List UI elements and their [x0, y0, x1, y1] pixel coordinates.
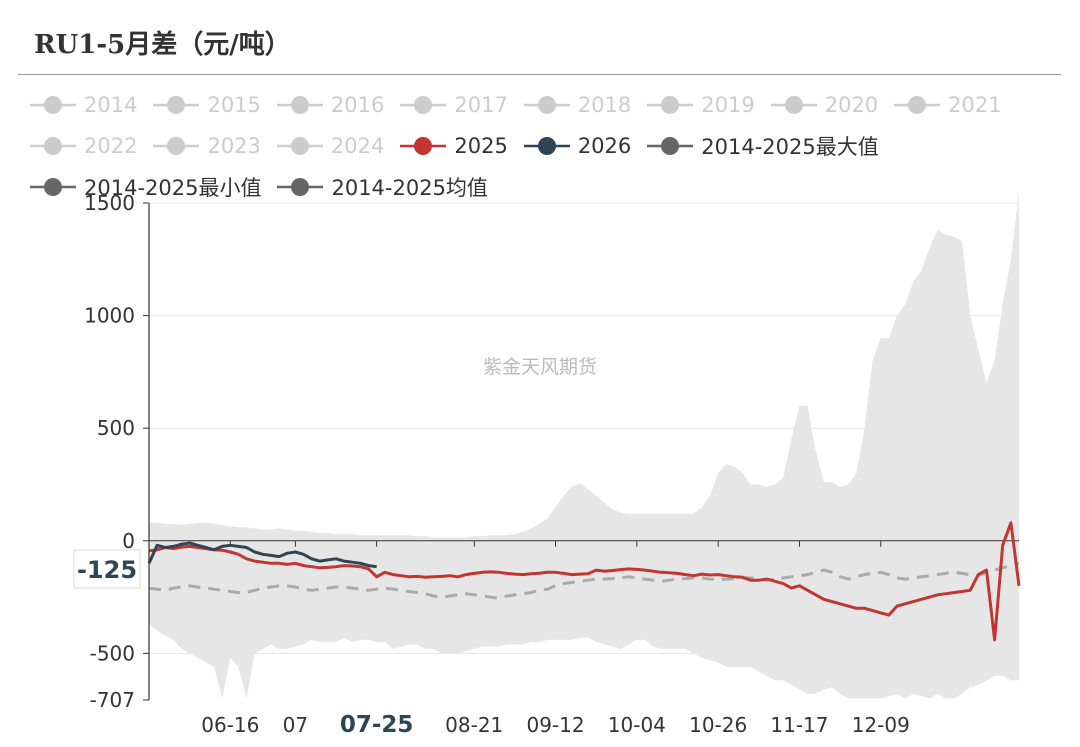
- legend-item-2020[interactable]: 2020: [769, 93, 878, 117]
- legend-label: 2016: [330, 92, 385, 117]
- legend-item-2025[interactable]: 2025: [398, 133, 508, 158]
- legend-item-2015[interactable]: 2015: [151, 92, 261, 117]
- legend-marker-icon: [523, 95, 570, 114]
- title-divider: [18, 74, 1061, 75]
- legend-item-2014[interactable]: 2014: [28, 93, 137, 117]
- legend-marker-icon: [647, 136, 694, 155]
- legend-marker-icon: [894, 95, 941, 114]
- legend-label: 2018: [577, 92, 632, 117]
- legend-item-2023[interactable]: 2023: [151, 133, 261, 158]
- legend-item-2026[interactable]: 2026: [522, 134, 631, 158]
- x-tick-label: 11-17: [770, 713, 828, 737]
- legend-marker-icon: [770, 95, 817, 114]
- watermark: 紫金天风期货: [483, 356, 597, 378]
- x-tick-label: 10-26: [689, 713, 747, 737]
- x-tick-label: 07: [283, 713, 308, 737]
- x-tick-label: 10-04: [608, 713, 666, 737]
- legend-label: 2015: [207, 92, 261, 117]
- legend-row: 2022 2023 2024 2025 2026 2014-2025最大值: [28, 125, 1068, 166]
- legend-label: 2026: [577, 133, 632, 158]
- legend-label: 2017: [454, 92, 508, 117]
- x-tick-label: 09-12: [526, 713, 584, 737]
- legend-marker-icon: [523, 136, 570, 155]
- y-tick-label: 1500: [84, 191, 135, 215]
- y-tick-label: -500: [90, 641, 135, 665]
- legend: 2014 2015 2016 2017 2018 2019 2020 2021 2022 202…: [28, 84, 1068, 207]
- legend-item-2016[interactable]: 2016: [275, 93, 384, 117]
- legend-label: 2014-2025最小值: [84, 175, 262, 200]
- legend-marker-icon: [30, 95, 76, 114]
- pointer-label-box: [73, 549, 141, 589]
- legend-label: 2019: [701, 92, 755, 117]
- legend-label: 2025: [454, 133, 508, 158]
- legend-item-2022[interactable]: 2022: [28, 134, 137, 158]
- series-mean-line: [148, 561, 1020, 600]
- legend-label: 2023: [207, 133, 261, 158]
- legend-row: 2014 2015 2016 2017 2018 2019 2020 2021: [28, 84, 1068, 125]
- legend-item-2021[interactable]: 2021: [892, 92, 1002, 117]
- series-2025-line: [148, 521, 1021, 642]
- range-band-area: [149, 191, 1019, 699]
- series-2026-line: [147, 541, 377, 569]
- y-tick-label: -707: [90, 688, 135, 712]
- legend-marker-icon: [277, 177, 324, 196]
- legend-marker-icon: [276, 95, 323, 114]
- legend-label: 2014-2025最大值: [701, 134, 879, 159]
- legend-label: 2024: [330, 133, 385, 158]
- legend-item-2014-2025均值[interactable]: 2014-2025均值: [275, 172, 488, 202]
- legend-item-2024[interactable]: 2024: [275, 134, 384, 158]
- legend-item-2018[interactable]: 2018: [522, 93, 631, 117]
- legend-label: 2014-2025均值: [331, 175, 488, 200]
- legend-label: 2022: [84, 133, 138, 158]
- legend-marker-icon: [400, 95, 447, 114]
- legend-item-2014-2025最小值[interactable]: 2014-2025最小值: [28, 172, 261, 202]
- legend-label: 2021: [948, 92, 1002, 117]
- legend-marker-icon: [153, 95, 200, 114]
- x-tick-label: 12-09: [852, 713, 910, 737]
- legend-item-2019[interactable]: 2019: [645, 92, 755, 117]
- chart-title: RU1-5月差（元/吨）: [34, 30, 291, 60]
- x-tick-label: 07-25: [340, 712, 414, 738]
- x-tick-label: 08-21: [445, 713, 503, 737]
- y-tick-label: 1000: [84, 304, 135, 328]
- legend-marker-icon: [400, 136, 447, 155]
- legend-item-2017[interactable]: 2017: [398, 92, 508, 117]
- legend-item-2014-2025最大值[interactable]: 2014-2025最大值: [645, 131, 879, 161]
- legend-label: 2014: [84, 92, 138, 117]
- pointer-label: -125: [77, 556, 137, 584]
- legend-row: 2014-2025最小值 2014-2025均值: [28, 166, 1068, 207]
- legend-label: 2020: [824, 92, 879, 117]
- y-tick-label: 500: [97, 416, 135, 440]
- legend-marker-icon: [647, 95, 694, 114]
- x-tick-label: 06-16: [201, 713, 259, 737]
- legend-marker-icon: [30, 136, 76, 155]
- legend-marker-icon: [30, 177, 76, 196]
- y-tick-label: 0: [122, 529, 135, 553]
- legend-marker-icon: [276, 136, 323, 155]
- legend-marker-icon: [153, 136, 200, 155]
